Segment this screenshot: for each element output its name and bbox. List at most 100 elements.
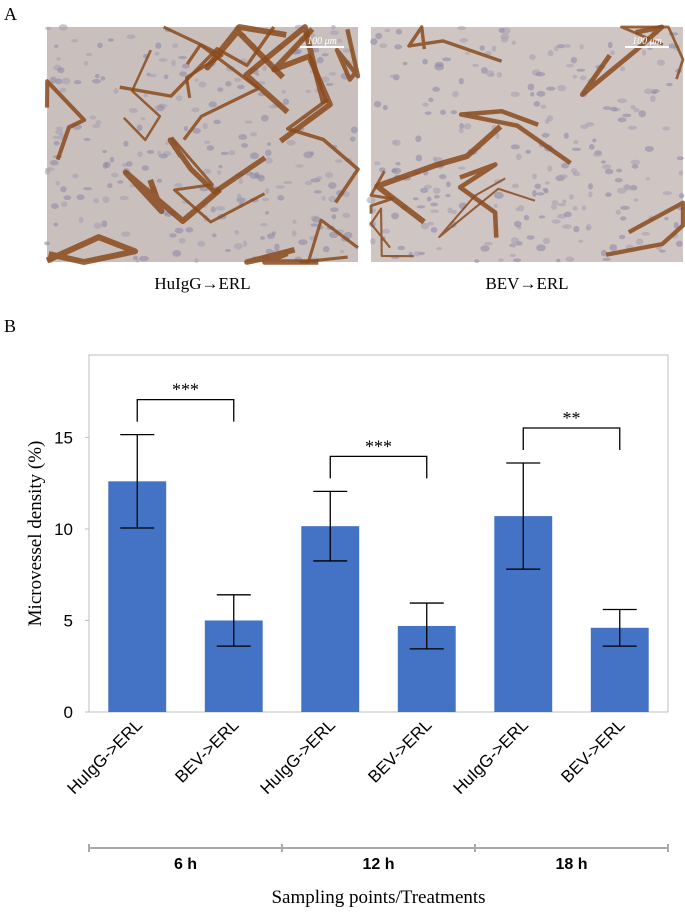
cell [472, 63, 479, 68]
cell [415, 135, 422, 143]
cell [236, 193, 242, 200]
cell [547, 50, 554, 57]
cell [474, 259, 480, 263]
x-tick-label: BEV->ERL [171, 715, 242, 786]
cell [557, 203, 567, 207]
cell [573, 140, 579, 145]
cell [275, 185, 285, 189]
cell [137, 151, 143, 158]
cell [202, 168, 212, 175]
cell [55, 180, 60, 186]
y-tick-label: 15 [54, 428, 73, 447]
cell [149, 73, 157, 78]
cell [649, 95, 656, 103]
cell [630, 104, 636, 110]
vessel [369, 207, 414, 258]
cell [541, 132, 550, 138]
plot-frame [88, 354, 669, 713]
x-tick-label: HuIgG->ERL [256, 715, 339, 798]
cell [191, 107, 200, 113]
cell [260, 114, 269, 122]
cell [572, 75, 578, 79]
cell [579, 75, 587, 81]
vessel [243, 24, 327, 115]
cell [303, 151, 314, 159]
cell [480, 67, 488, 74]
cell [436, 247, 443, 251]
cell [178, 55, 188, 60]
cell [171, 59, 176, 67]
cell [330, 207, 339, 213]
cell [588, 144, 595, 150]
cell [402, 61, 408, 66]
cell [433, 194, 440, 199]
cell [617, 117, 627, 123]
cell [525, 149, 532, 154]
cell [544, 181, 550, 185]
cell [220, 151, 229, 156]
cell [292, 219, 297, 224]
cell [282, 180, 293, 185]
cell [511, 40, 516, 46]
cell [218, 164, 223, 169]
x-tick-label: HuIgG->ERL [449, 715, 532, 798]
cell [178, 237, 186, 244]
cell [533, 101, 541, 107]
cell [627, 125, 638, 130]
cell [370, 38, 378, 46]
cell [138, 255, 149, 262]
cell [73, 80, 82, 85]
cell [45, 26, 52, 31]
panel-label: A [4, 4, 17, 24]
cell [600, 249, 608, 257]
y-tick-label: 5 [64, 611, 73, 630]
cell [573, 225, 580, 233]
cell [216, 170, 222, 175]
cell [194, 78, 199, 82]
cell [391, 167, 402, 175]
vessel [457, 162, 499, 238]
vessel [167, 137, 267, 195]
cell [440, 109, 446, 115]
cell [140, 117, 146, 121]
cell [666, 82, 673, 87]
vessel [620, 25, 685, 80]
cell [313, 215, 319, 221]
cell [617, 98, 628, 104]
cell [366, 196, 376, 204]
cell [159, 153, 168, 159]
cell [375, 32, 383, 40]
cell [328, 195, 337, 203]
cell [82, 187, 93, 191]
cell [382, 228, 391, 234]
cell [63, 195, 72, 201]
error-bar [409, 602, 444, 650]
cell [395, 161, 401, 166]
cell [322, 245, 330, 253]
cell [266, 142, 272, 146]
cell [213, 119, 221, 125]
cell [620, 216, 627, 221]
cell [57, 67, 65, 74]
vessel [334, 28, 361, 82]
cell [555, 258, 561, 263]
cell [259, 222, 268, 227]
cell [558, 174, 568, 179]
vessel [605, 200, 685, 257]
cell [452, 90, 459, 98]
cell [561, 162, 569, 169]
cell [493, 203, 498, 208]
cell [53, 140, 60, 146]
cell [264, 188, 270, 194]
cell [459, 38, 469, 43]
cell [556, 44, 566, 49]
vessel [122, 49, 162, 142]
error-bar [120, 433, 155, 529]
y-tick-label: 0 [64, 703, 73, 722]
cell [465, 51, 470, 55]
cell [604, 168, 614, 175]
cell [262, 65, 268, 71]
cell [197, 240, 206, 247]
cell [420, 222, 429, 230]
cell [298, 239, 308, 245]
